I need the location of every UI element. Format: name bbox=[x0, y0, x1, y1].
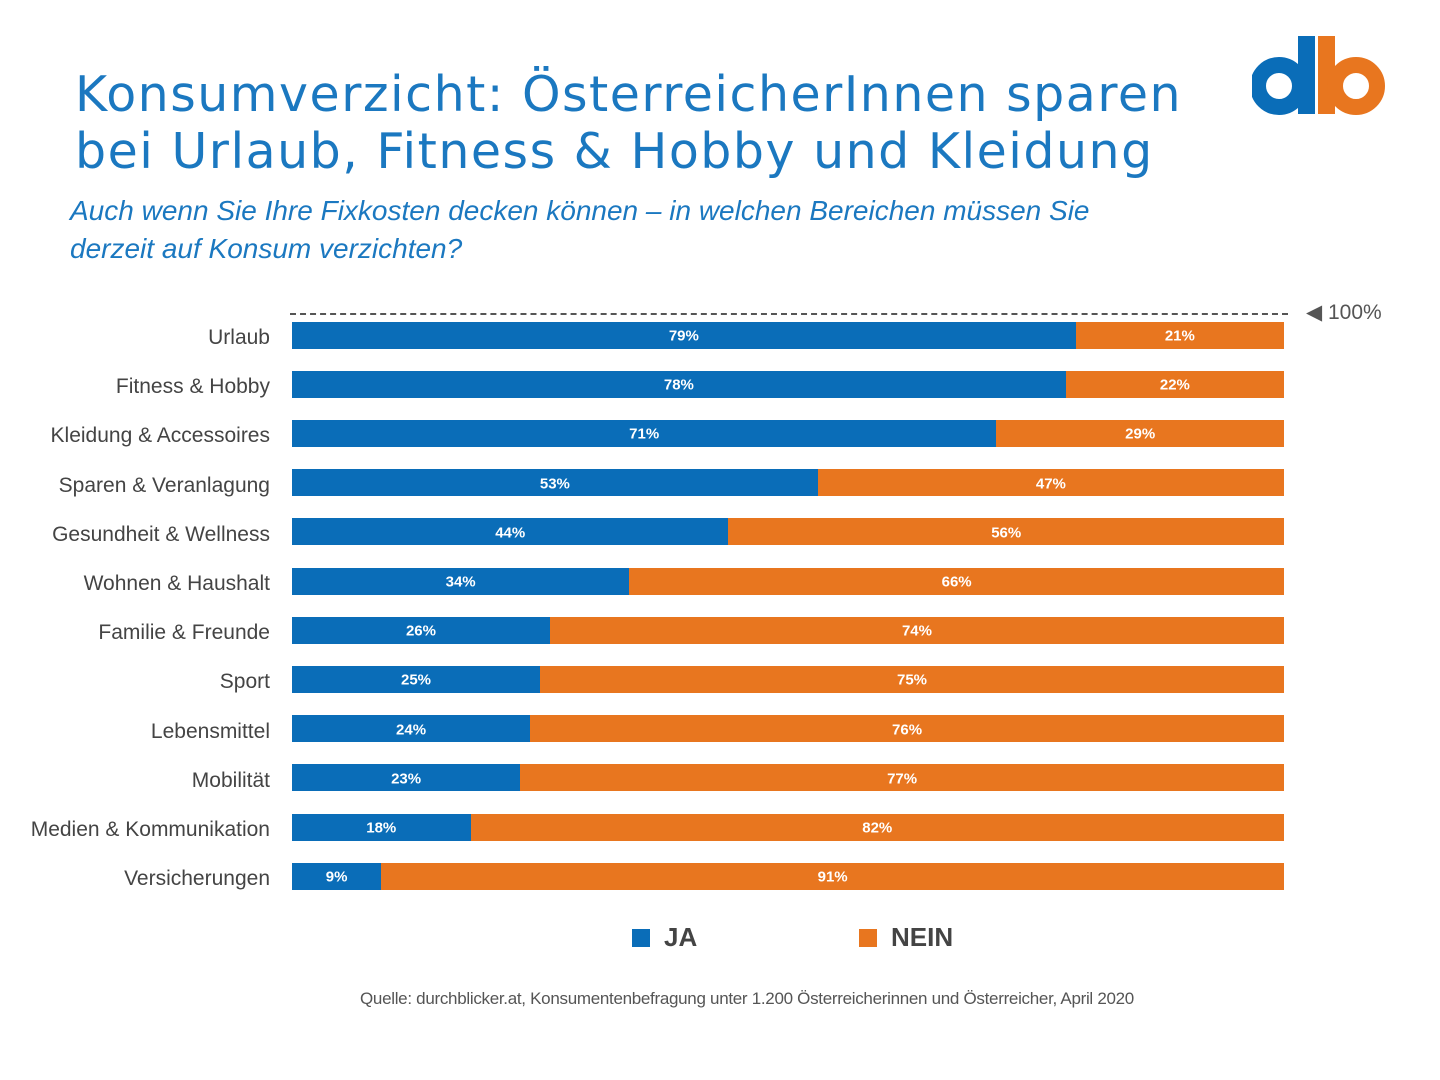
data-label: 29% bbox=[1125, 425, 1156, 443]
data-label: 24% bbox=[396, 721, 427, 739]
title-line-1: Konsumverzicht: ÖsterreicherInnen sparen bbox=[75, 66, 1183, 123]
bar-ja bbox=[292, 862, 382, 890]
data-label: 82% bbox=[862, 819, 893, 837]
legend-nein: NEIN bbox=[859, 922, 953, 953]
data-label: 76% bbox=[892, 721, 923, 739]
legend-ja: JA bbox=[632, 922, 697, 953]
reference-label: ◀ 100% bbox=[1306, 301, 1382, 324]
category-label: Sport bbox=[219, 670, 270, 694]
bar-ja bbox=[292, 764, 521, 792]
bar-nein bbox=[540, 665, 1284, 693]
bar-nein bbox=[549, 616, 1284, 644]
legend-swatch-nein bbox=[859, 928, 877, 947]
page-title: Konsumverzicht: ÖsterreicherInnen sparen… bbox=[75, 66, 1182, 180]
category-label: Mobilität bbox=[191, 768, 270, 792]
data-label: 23% bbox=[391, 770, 422, 788]
data-label: 77% bbox=[887, 770, 918, 788]
db-logo bbox=[1252, 36, 1385, 115]
data-label: 71% bbox=[629, 425, 660, 443]
reference-label-text: 100% bbox=[1327, 301, 1382, 324]
legend-swatch-ja bbox=[632, 928, 650, 947]
data-label: 56% bbox=[991, 524, 1022, 542]
data-label: 9% bbox=[325, 868, 348, 886]
bar-ja bbox=[292, 469, 818, 497]
bar-nein bbox=[470, 813, 1284, 841]
category-label: Versicherungen bbox=[124, 867, 270, 891]
bar-ja bbox=[292, 567, 630, 595]
data-label: 18% bbox=[366, 819, 397, 837]
bar-ja bbox=[292, 518, 729, 546]
title-line-2: bei Urlaub, Fitness & Hobby und Kleidung bbox=[75, 123, 1154, 180]
bar-ja bbox=[292, 813, 471, 841]
bar-nein bbox=[817, 469, 1284, 497]
bar-ja bbox=[292, 419, 997, 447]
reference-line-100 bbox=[290, 313, 1288, 315]
category-label: Medien & Kommunikation bbox=[30, 818, 270, 841]
legend-label-ja: JA bbox=[664, 922, 698, 952]
subtitle-line-1: Auch wenn Sie Ihre Fixkosten decken könn… bbox=[70, 195, 1090, 226]
category-label: Wohnen & Haushalt bbox=[83, 572, 270, 595]
subtitle: Auch wenn Sie Ihre Fixkosten decken könn… bbox=[70, 192, 1089, 268]
bar-nein bbox=[381, 862, 1284, 890]
data-label: 74% bbox=[901, 622, 932, 640]
subtitle-line-2: derzeit auf Konsum verzichten? bbox=[70, 233, 463, 264]
category-label: Fitness & Hobby bbox=[115, 375, 270, 399]
category-label: Urlaub bbox=[208, 326, 270, 349]
bar-nein bbox=[629, 567, 1284, 595]
data-label: 78% bbox=[663, 376, 694, 394]
category-label: Lebensmittel bbox=[150, 719, 270, 743]
bar-ja bbox=[292, 321, 1076, 349]
data-label: 21% bbox=[1164, 327, 1195, 345]
source-note: Quelle: durchblicker.at, Konsumentenbefr… bbox=[360, 989, 1134, 1008]
category-label: Gesundheit & Wellness bbox=[52, 522, 270, 546]
bar-ja bbox=[292, 715, 531, 743]
data-label: 91% bbox=[817, 868, 848, 886]
data-label: 25% bbox=[400, 671, 432, 689]
category-label: Sparen & Veranlagung bbox=[58, 473, 270, 497]
bar-ja bbox=[292, 616, 550, 644]
data-label: 26% bbox=[405, 622, 436, 640]
bar-nein bbox=[728, 518, 1284, 546]
data-label: 79% bbox=[668, 327, 699, 345]
bar-nein bbox=[1075, 321, 1284, 349]
bar-nein bbox=[996, 419, 1284, 447]
category-label: Kleidung & Accessoires bbox=[50, 424, 270, 448]
data-label: 44% bbox=[495, 524, 526, 542]
data-label: 34% bbox=[445, 573, 476, 591]
data-label: 75% bbox=[896, 671, 928, 689]
bar-nein bbox=[1065, 370, 1284, 398]
data-label: 22% bbox=[1159, 376, 1190, 394]
bar-nein bbox=[520, 764, 1284, 792]
bar-nein bbox=[530, 715, 1284, 743]
data-label: 53% bbox=[539, 475, 570, 493]
data-label: 66% bbox=[941, 573, 972, 591]
bar-ja bbox=[292, 665, 540, 693]
data-label: 47% bbox=[1035, 475, 1066, 493]
bar-ja bbox=[292, 370, 1066, 398]
category-label: Familie & Freunde bbox=[98, 621, 270, 645]
legend-label-nein: NEIN bbox=[891, 922, 954, 952]
